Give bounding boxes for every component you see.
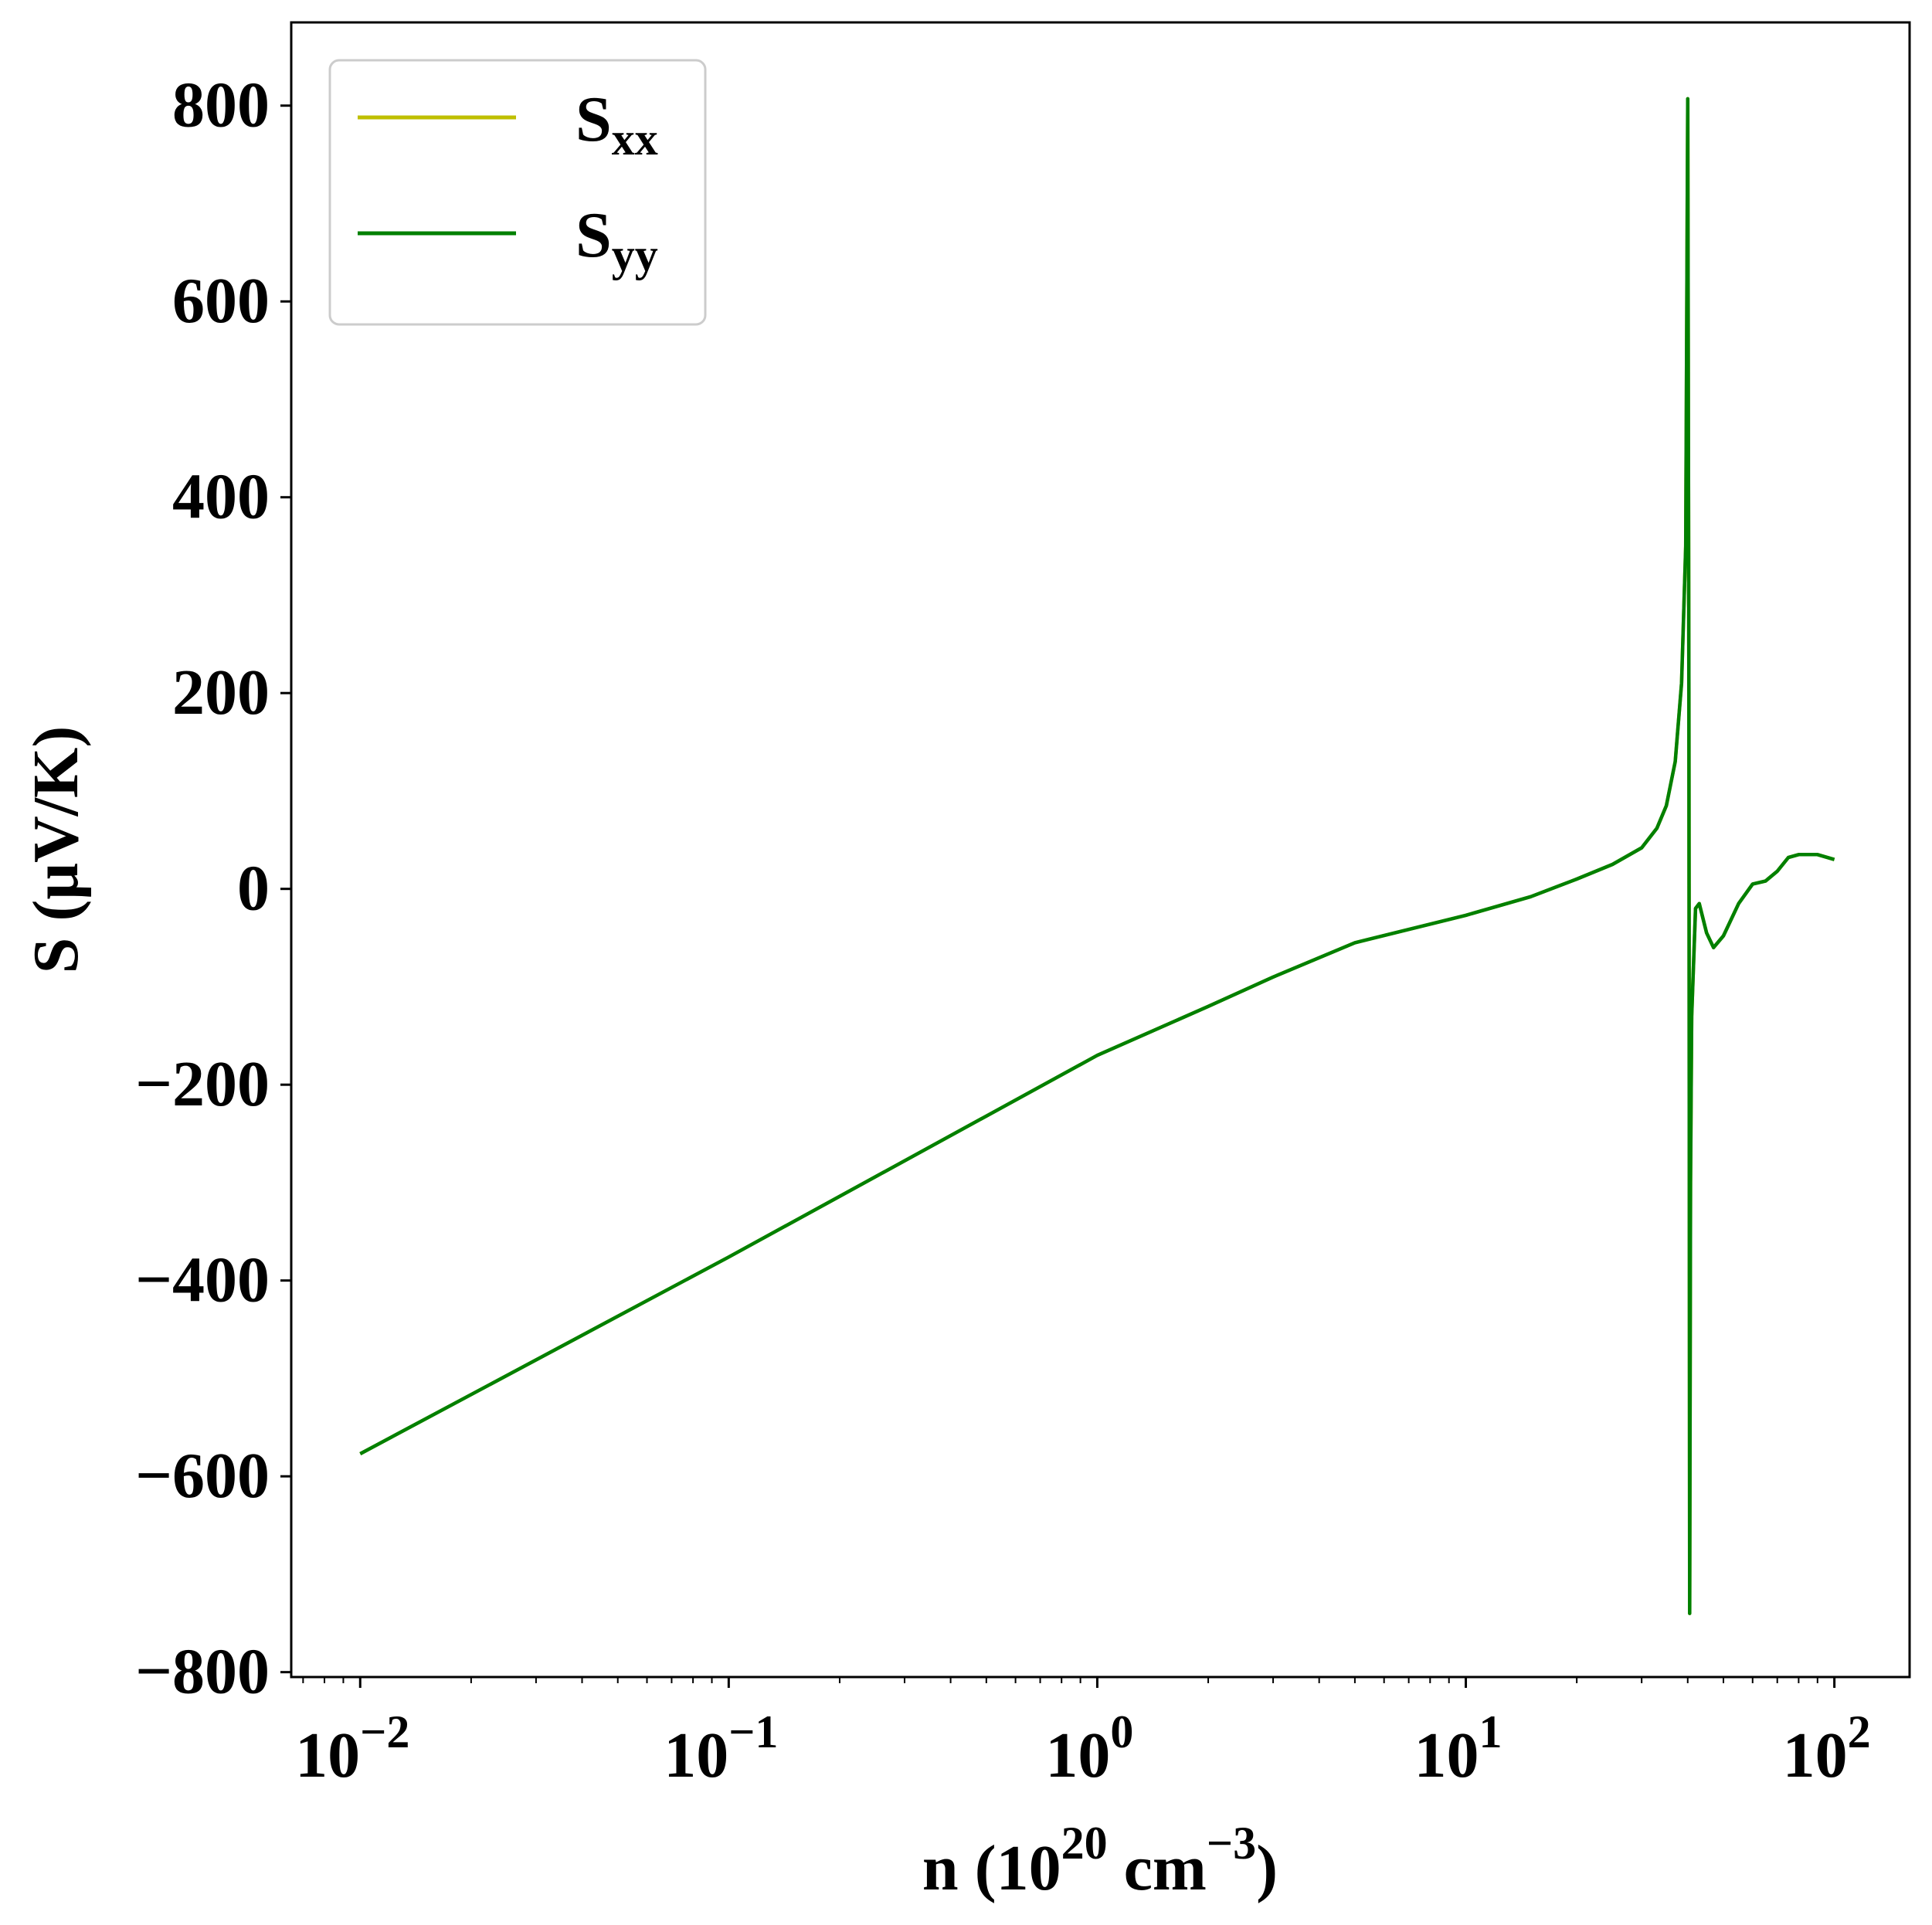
y-axis: 800 600 400 200 0 −200 −400 −600 −800 <box>135 70 291 1708</box>
plot-frame <box>290 21 1911 1679</box>
x-tick-label: 10−2 <box>295 1706 409 1791</box>
x-tick-label: 10−1 <box>664 1706 778 1791</box>
y-tick-label: 600 <box>172 265 270 337</box>
plot-series-layer <box>359 97 1835 1615</box>
y-tick-label: 800 <box>172 70 270 141</box>
y-axis-title: S (μV/K) <box>20 726 92 974</box>
y-tick-label: 0 <box>237 853 270 925</box>
y-tick-label: −200 <box>135 1048 270 1120</box>
legend: Sxx Syy <box>328 59 707 326</box>
legend-box <box>328 59 707 326</box>
y-tick-label: −400 <box>135 1244 270 1316</box>
x-axis-title: n (1020 cm−3) <box>922 1818 1278 1904</box>
y-tick-label: 200 <box>172 657 270 728</box>
y-tick-label: −600 <box>135 1440 270 1512</box>
y-tick-label: −800 <box>135 1636 270 1708</box>
x-minor-ticks <box>302 1677 1818 1683</box>
y-tick-label: 400 <box>172 461 270 533</box>
legend-label-sxx: Sxx <box>576 83 658 165</box>
series-line-syy <box>359 97 1835 1615</box>
x-tick-label: 100 <box>1045 1706 1133 1791</box>
x-axis: 10−2 10−1 100 101 102 <box>295 1677 1871 1791</box>
x-tick-label: 101 <box>1414 1706 1502 1791</box>
legend-label-syy: Syy <box>576 199 658 280</box>
x-tick-label: 102 <box>1783 1706 1871 1791</box>
series-line-sxx <box>359 97 1835 1615</box>
